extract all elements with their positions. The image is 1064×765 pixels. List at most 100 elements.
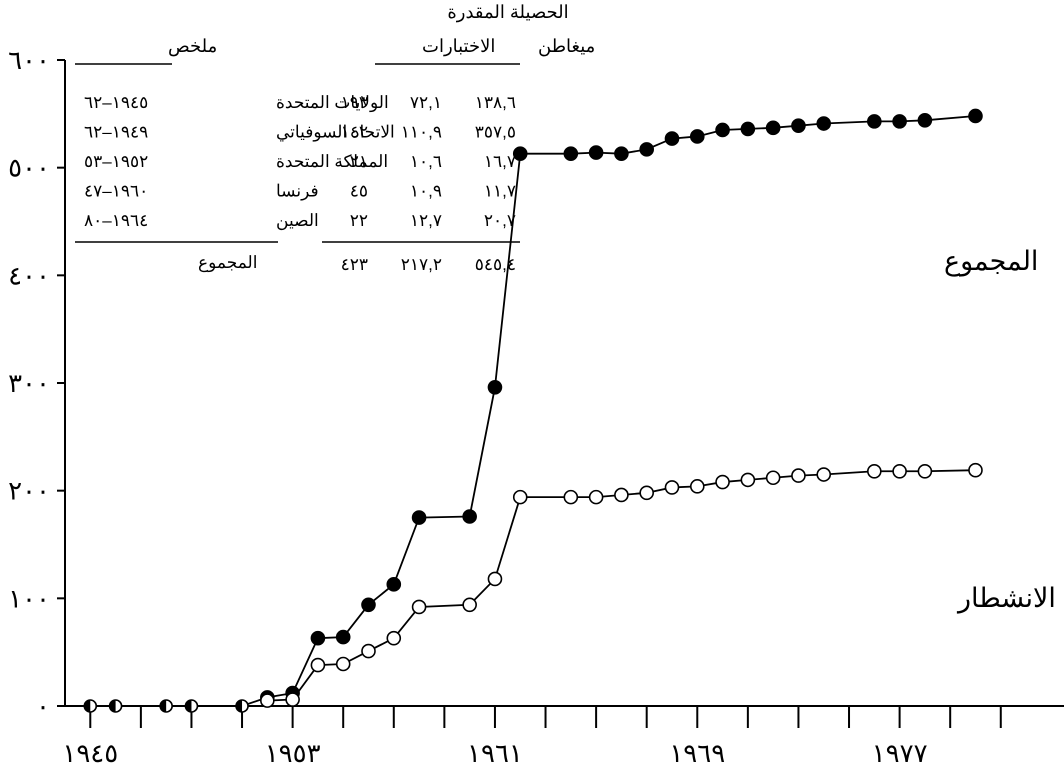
data-point bbox=[816, 116, 832, 131]
table-header-summary: ملخص bbox=[168, 36, 217, 57]
data-point bbox=[487, 571, 503, 587]
x-tick-label: ١٩٤٥ bbox=[62, 739, 118, 765]
data-point bbox=[867, 114, 882, 129]
x-tick-label: ١٩٥٣ bbox=[265, 739, 321, 765]
series-line bbox=[267, 469, 976, 702]
y-tick-label: ٥٠٠ bbox=[8, 154, 50, 184]
data-point bbox=[335, 656, 351, 672]
series-label-total: المجموع bbox=[944, 246, 1038, 277]
table-cell-country: الولايات المتحدة bbox=[276, 93, 389, 113]
data-point bbox=[917, 112, 933, 128]
y-tick-label: ٦٠٠ bbox=[8, 46, 50, 76]
y-tick-label: ٤٠٠ bbox=[8, 261, 50, 291]
table-cell-tests-b: ١٩٣ bbox=[341, 93, 368, 112]
table-cell-tests-a: ١١٠,٩ bbox=[401, 123, 442, 142]
data-point-half-fill bbox=[236, 700, 243, 712]
table-cell-megaton: ١١,٧ bbox=[484, 182, 516, 201]
data-point bbox=[715, 474, 730, 490]
table-header-tests: الاختبارات bbox=[422, 36, 495, 57]
data-point bbox=[765, 120, 781, 136]
series-layer bbox=[83, 108, 983, 713]
data-point-half-fill bbox=[185, 700, 192, 712]
table-cell-tests-a: ١٠,٩ bbox=[410, 182, 442, 201]
data-point-half-fill bbox=[109, 700, 116, 712]
data-point bbox=[968, 108, 983, 124]
table-total-tests-a: ٢١٧,٢ bbox=[401, 255, 442, 274]
data-point bbox=[664, 131, 680, 146]
data-point bbox=[512, 489, 528, 505]
data-point bbox=[260, 693, 275, 708]
data-point-half-fill bbox=[160, 700, 167, 712]
table-cell-years: ١٩٤٩–٦٢ bbox=[84, 123, 148, 142]
table-cell-megaton: ١٣٨,٦ bbox=[475, 93, 516, 112]
data-point bbox=[614, 487, 629, 503]
table-cell-tests-b: ٢١ bbox=[350, 152, 368, 171]
data-point bbox=[867, 463, 882, 479]
data-point bbox=[563, 489, 579, 505]
data-point bbox=[487, 380, 503, 395]
x-tick-label: ١٩٦٩ bbox=[669, 739, 725, 765]
series-line bbox=[90, 115, 976, 707]
table-row: ٢٠,٧ ١٢,٧ ٢٢ الصين ١٩٦٤–٨٠ bbox=[84, 211, 516, 231]
data-point bbox=[462, 597, 477, 613]
y-tick-label: ٠ bbox=[36, 692, 50, 722]
table-total-label: المجموع bbox=[198, 253, 257, 273]
table-total-tests-b: ٤٢٣ bbox=[341, 255, 368, 274]
data-point bbox=[386, 630, 402, 646]
x-axis-ticks: ١٩٤٥ ١٩٥٣ ١٩٦١ ١٩٦٩ ١٩٧٧ bbox=[62, 706, 1002, 765]
data-point bbox=[310, 630, 326, 646]
series-fission bbox=[260, 462, 983, 708]
x-tick-label: ١٩٧٧ bbox=[872, 739, 928, 765]
summary-table: الحصيلة المقدرة ميغاطن الاختبارات ملخص ١… bbox=[75, 2, 595, 274]
x-tick-label: ١٩٦١ bbox=[467, 739, 523, 765]
data-point bbox=[310, 657, 326, 673]
series-label-fission: الانشطار bbox=[956, 583, 1056, 614]
data-point bbox=[639, 142, 654, 157]
table-cell-country: فرنسا bbox=[276, 182, 319, 202]
table-cell-tests-a: ١٢,٧ bbox=[410, 211, 442, 230]
table-total-megaton: ٥٤٥,٤ bbox=[475, 255, 516, 274]
data-point bbox=[791, 118, 806, 133]
data-point bbox=[512, 146, 528, 161]
table-cell-years: ١٩٤٥–٦٢ bbox=[84, 93, 148, 112]
data-point bbox=[361, 597, 376, 613]
data-point bbox=[361, 643, 376, 659]
data-point bbox=[892, 463, 907, 479]
data-point bbox=[917, 463, 933, 479]
table-cell-years: ١٩٦٠–٤٧ bbox=[84, 182, 148, 201]
data-point bbox=[791, 468, 806, 483]
data-point bbox=[740, 121, 756, 137]
data-point bbox=[411, 599, 427, 615]
data-point bbox=[968, 462, 983, 478]
data-point bbox=[563, 146, 579, 161]
data-point-half-fill bbox=[84, 700, 91, 712]
data-point bbox=[614, 146, 629, 161]
y-tick-label: ٢٠٠ bbox=[8, 477, 50, 507]
table-cell-country: المملكة المتحدة bbox=[276, 152, 388, 171]
data-point bbox=[285, 692, 300, 707]
table-cell-tests-b: ٤٥ bbox=[350, 182, 368, 201]
table-cell-tests-a: ٧٢,١ bbox=[410, 93, 442, 112]
data-point bbox=[588, 489, 604, 505]
table-header-megaton: ميغاطن bbox=[538, 36, 595, 57]
data-point bbox=[664, 480, 680, 495]
table-cell-years: ١٩٥٢–٥٣ bbox=[84, 152, 148, 171]
data-point bbox=[411, 510, 427, 525]
y-axis-ticks: ٠ ١٠٠ ٢٠٠ ٣٠٠ ٤٠٠ ٥٠٠ ٦٠٠ bbox=[8, 46, 65, 722]
data-point bbox=[740, 472, 756, 488]
data-point bbox=[689, 479, 705, 494]
table-cell-country: الصين bbox=[276, 211, 319, 231]
data-point bbox=[689, 129, 705, 144]
data-point bbox=[462, 509, 477, 524]
data-point bbox=[715, 122, 730, 138]
table-cell-megaton: ٣٥٧,٥ bbox=[475, 123, 516, 142]
series-total bbox=[83, 108, 983, 713]
y-tick-label: ٣٠٠ bbox=[8, 369, 50, 399]
data-point bbox=[816, 467, 832, 482]
data-point bbox=[386, 577, 402, 592]
